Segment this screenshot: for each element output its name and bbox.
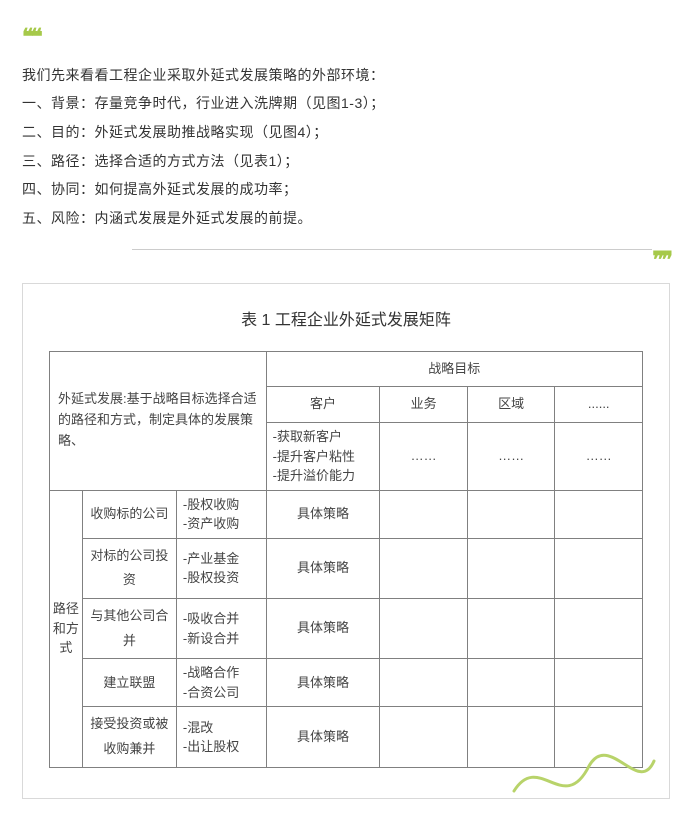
top-left-desc: 外延式发展:基于战略目标选择合适的路径和方式，制定具体的发展策略、 bbox=[50, 351, 267, 490]
bullet: -股权投资 bbox=[183, 568, 260, 588]
intro-line: 二、目的：外延式发展助推战略实现（见图4）； bbox=[22, 119, 670, 146]
intro-line: 四、协同：如何提高外延式发展的成功率； bbox=[22, 176, 670, 203]
bullet: -混改 bbox=[183, 718, 260, 738]
table-row: 与其他公司合并 -吸收合并 -新设合并 具体策略 bbox=[50, 599, 643, 659]
bullet: -产业基金 bbox=[183, 549, 260, 569]
bullet: -获取新客户 bbox=[273, 427, 374, 447]
table-row: 对标的公司投资 -产业基金 -股权投资 具体策略 bbox=[50, 538, 643, 598]
intro-line: 一、背景：存量竞争时代，行业进入洗牌期（见图1-3）； bbox=[22, 90, 670, 117]
goal-header: 战略目标 bbox=[266, 351, 642, 387]
customer-bullets: -获取新客户 -提升客户粘性 -提升溢价能力 bbox=[266, 423, 380, 491]
intro-text-block: 我们先来看看工程企业采取外延式发展策略的外部环境： 一、背景：存量竞争时代，行业… bbox=[22, 62, 670, 232]
empty-cell bbox=[380, 599, 468, 659]
goal-col: 客户 bbox=[266, 387, 380, 423]
goal-col: ...... bbox=[555, 387, 643, 423]
path-strategy: 具体策略 bbox=[266, 599, 380, 659]
matrix-table: 外延式发展:基于战略目标选择合适的路径和方式，制定具体的发展策略、 战略目标 客… bbox=[49, 351, 643, 768]
path-name: 接受投资或被收购兼并 bbox=[82, 707, 176, 767]
table-frame: 表 1 工程企业外延式发展矩阵 外延式发展:基于战略目标选择合适的路径和方式，制… bbox=[22, 283, 670, 798]
bullet: -战略合作 bbox=[183, 663, 260, 683]
intro-line: 五、风险：内涵式发展是外延式发展的前提。 bbox=[22, 205, 670, 232]
path-strategy: 具体策略 bbox=[266, 707, 380, 767]
path-methods: -股权收购 -资产收购 bbox=[176, 490, 266, 538]
path-methods: -混改 -出让股权 bbox=[176, 707, 266, 767]
bullet: -提升客户粘性 bbox=[273, 447, 374, 467]
bullet: -合资公司 bbox=[183, 683, 260, 703]
table-row: 接受投资或被收购兼并 -混改 -出让股权 具体策略 bbox=[50, 707, 643, 767]
table-row: 建立联盟 -战略合作 -合资公司 具体策略 bbox=[50, 659, 643, 707]
bullet: -出让股权 bbox=[183, 737, 260, 757]
empty-cell bbox=[555, 599, 643, 659]
cell-ellipsis: …… bbox=[467, 423, 555, 491]
goal-col: 业务 bbox=[380, 387, 468, 423]
empty-cell bbox=[467, 538, 555, 598]
empty-cell bbox=[380, 538, 468, 598]
path-strategy: 具体策略 bbox=[266, 538, 380, 598]
cell-ellipsis: …… bbox=[380, 423, 468, 491]
bullet: -股权收购 bbox=[183, 495, 260, 515]
path-name: 与其他公司合并 bbox=[82, 599, 176, 659]
path-header-vertical: 路径和方式 bbox=[50, 490, 83, 767]
empty-cell bbox=[380, 707, 468, 767]
cell-ellipsis: …… bbox=[555, 423, 643, 491]
empty-cell bbox=[555, 707, 643, 767]
close-quote-icon: ❞❞ bbox=[652, 239, 670, 281]
bullet: -吸收合并 bbox=[183, 609, 260, 629]
empty-cell bbox=[467, 707, 555, 767]
path-methods: -吸收合并 -新设合并 bbox=[176, 599, 266, 659]
divider bbox=[132, 249, 652, 250]
bullet: -提升溢价能力 bbox=[273, 466, 374, 486]
empty-cell bbox=[467, 659, 555, 707]
path-name: 收购标的公司 bbox=[82, 490, 176, 538]
path-methods: -产业基金 -股权投资 bbox=[176, 538, 266, 598]
empty-cell bbox=[380, 490, 468, 538]
intro-line: 我们先来看看工程企业采取外延式发展策略的外部环境： bbox=[22, 62, 670, 89]
goal-col: 区域 bbox=[467, 387, 555, 423]
empty-cell bbox=[380, 659, 468, 707]
table-title: 表 1 工程企业外延式发展矩阵 bbox=[49, 306, 643, 336]
path-strategy: 具体策略 bbox=[266, 490, 380, 538]
empty-cell bbox=[555, 538, 643, 598]
empty-cell bbox=[555, 659, 643, 707]
path-name: 建立联盟 bbox=[82, 659, 176, 707]
table-row: 路径和方式 收购标的公司 -股权收购 -资产收购 具体策略 bbox=[50, 490, 643, 538]
intro-line: 三、路径：选择合适的方式方法（见表1）； bbox=[22, 148, 670, 175]
open-quote-icon: ❝❝ bbox=[22, 16, 670, 58]
table-row: 外延式发展:基于战略目标选择合适的路径和方式，制定具体的发展策略、 战略目标 bbox=[50, 351, 643, 387]
empty-cell bbox=[555, 490, 643, 538]
path-methods: -战略合作 -合资公司 bbox=[176, 659, 266, 707]
path-name: 对标的公司投资 bbox=[82, 538, 176, 598]
bullet: -新设合并 bbox=[183, 629, 260, 649]
empty-cell bbox=[467, 490, 555, 538]
bullet: -资产收购 bbox=[183, 514, 260, 534]
path-strategy: 具体策略 bbox=[266, 659, 380, 707]
empty-cell bbox=[467, 599, 555, 659]
quote-closing: ❞❞ bbox=[22, 241, 670, 261]
